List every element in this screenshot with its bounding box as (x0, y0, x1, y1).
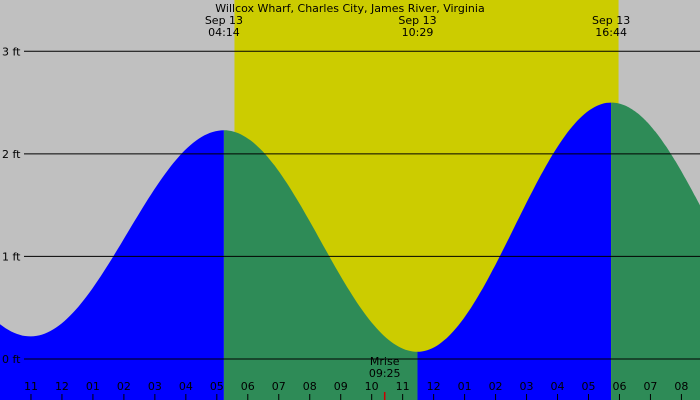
hour-tick-label: 12 (55, 380, 69, 393)
hour-tick-label: 03 (148, 380, 162, 393)
hour-tick-label: 01 (458, 380, 472, 393)
hour-tick-label: 05 (210, 380, 224, 393)
y-axis-labels: 0 ft 1 ft 2 ft 3 ft (2, 45, 21, 366)
hour-tick-label: 02 (117, 380, 131, 393)
y-tick-label: 2 ft (2, 148, 21, 161)
hour-tick-label: 11 (24, 380, 38, 393)
hour-tick-label: 09 (334, 380, 348, 393)
y-tick-label: 1 ft (2, 250, 21, 263)
hour-tick-label: 06 (241, 380, 255, 393)
chart-title: Willcox Wharf, Charles City, James River… (215, 2, 484, 15)
hour-tick-label: 02 (489, 380, 503, 393)
hour-tick-label: 08 (303, 380, 317, 393)
moon-event-time: 09:25 (369, 367, 401, 380)
falling-tide-area (611, 102, 700, 400)
hour-tick-label: 10 (365, 380, 379, 393)
extreme-time-label: 04:14 (208, 26, 240, 39)
y-tick-label: 0 ft (2, 353, 21, 366)
extreme-date-label: Sep 13 (205, 14, 243, 27)
hour-tick-label: 07 (272, 380, 286, 393)
moon-event-label: Mrise (370, 355, 400, 368)
extreme-time-label: 10:29 (402, 26, 434, 39)
y-tick-label: 3 ft (2, 45, 21, 58)
hour-tick-label: 07 (643, 380, 657, 393)
hour-tick-label: 01 (86, 380, 100, 393)
rising-tide-area (417, 102, 612, 400)
hour-tick-label: 12 (427, 380, 441, 393)
rising-tide-area (0, 130, 224, 400)
hour-tick-label: 06 (612, 380, 626, 393)
hour-tick-label: 08 (674, 380, 688, 393)
tide-layer (0, 102, 700, 400)
extreme-date-label: Sep 13 (592, 14, 630, 27)
hour-tick-label: 04 (179, 380, 193, 393)
extreme-time-label: 16:44 (595, 26, 627, 39)
extreme-date-label: Sep 13 (398, 14, 436, 27)
hour-ticks: 11 12 01 02 03 04 05 06 07 08 09 10 11 12 01 02 03 04 05 06… (24, 380, 688, 400)
falling-tide-area (223, 130, 418, 400)
hour-tick-label: 03 (520, 380, 534, 393)
hour-tick-label: 05 (581, 380, 595, 393)
grid-layer (24, 50, 700, 360)
hour-tick-label: 11 (396, 380, 410, 393)
hour-tick-label: 04 (551, 380, 565, 393)
